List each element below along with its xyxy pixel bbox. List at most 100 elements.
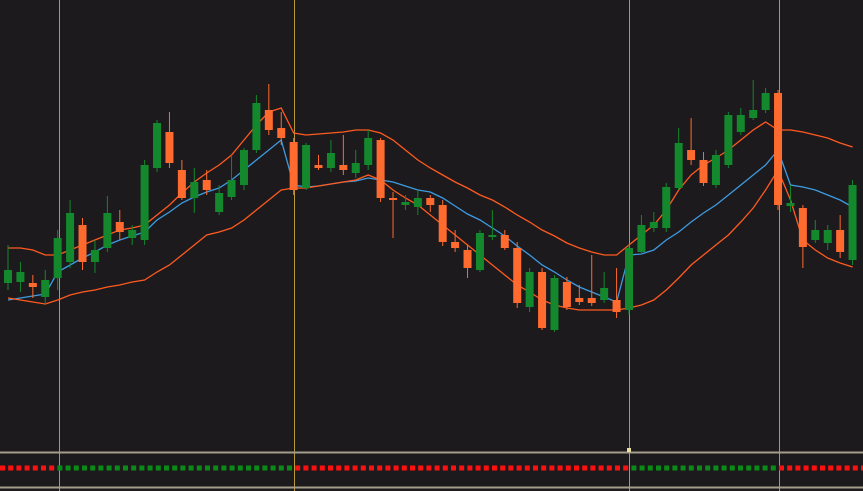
- signal-dot: [647, 465, 653, 471]
- candle-body: [53, 238, 62, 278]
- signal-dot: [41, 465, 46, 471]
- signal-dot: [746, 465, 752, 471]
- signal-dot: [155, 465, 161, 471]
- signal-dot: [8, 465, 14, 471]
- signal-dot: [852, 465, 858, 471]
- candle-body: [612, 300, 621, 312]
- signal-dot: [24, 465, 30, 471]
- candle-body: [637, 225, 646, 252]
- candle-body: [103, 213, 112, 248]
- candle-body: [562, 282, 571, 307]
- signal-dot: [803, 465, 809, 471]
- signal-dot: [606, 465, 612, 471]
- candle-body: [364, 138, 373, 165]
- signal-dot: [114, 465, 120, 471]
- candle-body: [786, 203, 795, 206]
- signal-dot: [49, 465, 55, 471]
- candle-body: [215, 193, 224, 212]
- candle-body: [140, 165, 149, 240]
- signal-dot: [237, 465, 243, 471]
- candle-body: [488, 235, 497, 237]
- signal-dot: [336, 465, 342, 471]
- candle-body: [128, 230, 137, 238]
- signal-dot: [213, 465, 219, 471]
- candle-body: [736, 115, 745, 132]
- signal-dot: [787, 465, 793, 471]
- signal-dot: [672, 465, 678, 471]
- signal-dot: [319, 465, 325, 471]
- signal-dot: [401, 465, 407, 471]
- signal-dot: [369, 465, 374, 471]
- marker: [627, 448, 631, 452]
- candle-body: [823, 230, 832, 243]
- candle-body: [426, 198, 435, 205]
- signal-dot: [180, 465, 186, 471]
- signal-dot: [73, 465, 79, 471]
- candle-body: [774, 93, 783, 205]
- signal-dot: [123, 465, 128, 471]
- signal-dot: [688, 465, 694, 471]
- candle-body: [811, 230, 820, 240]
- signal-dot: [164, 465, 169, 471]
- candle-body: [66, 213, 75, 262]
- signal-dot: [697, 465, 702, 471]
- candle-body: [227, 180, 236, 197]
- candle-body: [389, 198, 398, 200]
- signal-dot: [393, 465, 399, 471]
- signal-dot: [246, 465, 251, 471]
- signal-dot: [664, 465, 670, 471]
- candle-body: [699, 160, 708, 183]
- signal-dot: [524, 465, 530, 471]
- signal-dot: [196, 465, 202, 471]
- signal-dot: [639, 465, 645, 471]
- signal-dot: [631, 465, 637, 471]
- candle-body: [115, 222, 124, 232]
- signal-dot: [533, 465, 538, 471]
- signal-dot: [295, 465, 301, 471]
- signal-dot: [303, 465, 309, 471]
- signal-dot: [557, 465, 563, 471]
- candle-body: [413, 198, 422, 207]
- signal-dot: [254, 465, 260, 471]
- candle-body: [463, 250, 472, 268]
- signal-dot: [623, 465, 629, 471]
- signal-dot: [541, 465, 547, 471]
- signal-dot: [147, 465, 153, 471]
- candle-body: [550, 278, 559, 330]
- candle-body: [326, 153, 335, 168]
- signal-dot: [574, 465, 579, 471]
- middle-band: [7, 138, 853, 303]
- candle-body: [451, 242, 460, 248]
- candle-body: [339, 165, 348, 170]
- candle-body: [761, 93, 770, 110]
- signal-dot: [205, 465, 210, 471]
- candle-body: [711, 155, 720, 185]
- candle-body: [4, 270, 12, 283]
- candle-body: [525, 272, 534, 307]
- signal-dot: [344, 465, 350, 471]
- candle-body: [401, 202, 410, 205]
- signal-dot: [516, 465, 522, 471]
- signal-dot: [483, 465, 489, 471]
- signal-dot: [615, 465, 620, 471]
- signal-dot: [16, 465, 22, 471]
- signal-dot: [410, 465, 415, 471]
- candle-body: [848, 185, 857, 260]
- signal-dot: [590, 465, 596, 471]
- signal-dot: [352, 465, 358, 471]
- candle-body: [165, 132, 174, 163]
- candle-body: [289, 142, 298, 190]
- signal-dot: [32, 465, 38, 471]
- candle-body: [41, 280, 50, 297]
- signal-dot: [328, 465, 333, 471]
- signal-dot: [762, 465, 768, 471]
- candle-body: [749, 110, 758, 118]
- signal-dot: [820, 465, 825, 471]
- candle-body: [798, 208, 807, 247]
- signal-dot: [770, 465, 776, 471]
- signal-dot: [442, 465, 448, 471]
- signal-dot: [0, 465, 5, 471]
- signal-dot: [82, 465, 87, 471]
